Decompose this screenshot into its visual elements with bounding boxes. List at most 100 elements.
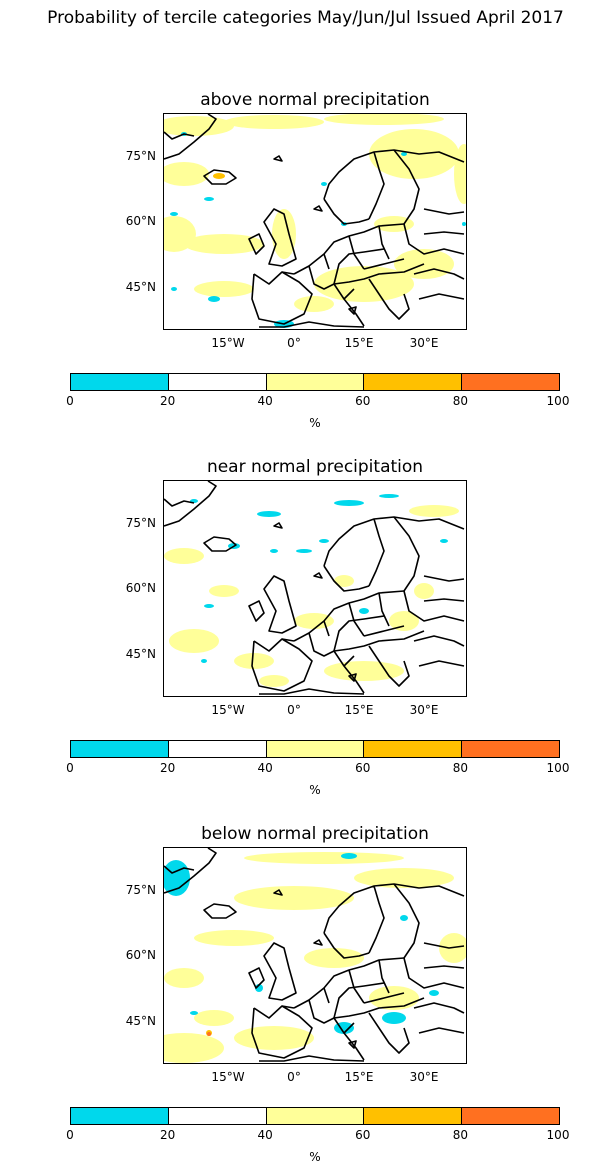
probability-patch — [164, 162, 209, 186]
colorbar-segment — [462, 1108, 559, 1124]
probability-patch — [201, 659, 207, 663]
panel-title: above normal precipitation — [200, 90, 430, 110]
colorbar — [70, 373, 560, 391]
coastline-border — [393, 883, 420, 959]
lat-tick-label: 75°N — [125, 149, 156, 163]
colorbar-tick-label: 40 — [257, 761, 273, 775]
coastline-border — [393, 149, 420, 225]
coastline-border — [313, 205, 323, 212]
colorbar-segment — [266, 1108, 365, 1124]
probability-patch — [359, 608, 369, 614]
lon-tick-label: 15°W — [211, 336, 245, 350]
probability-patch — [184, 234, 264, 254]
probability-patch — [389, 611, 419, 631]
probability-patch — [296, 549, 312, 553]
colorbar-segment — [364, 374, 463, 390]
coastline-border — [164, 848, 217, 894]
lat-tick-label: 45°N — [125, 647, 156, 661]
probability-patch — [379, 494, 399, 498]
colorbar-segment — [71, 374, 169, 390]
colorbar — [70, 1107, 560, 1125]
colorbar-label: % — [309, 783, 321, 797]
probability-patch — [207, 1032, 211, 1036]
colorbar-segment — [364, 1108, 463, 1124]
coastline-border — [203, 903, 237, 919]
coastline-border — [323, 149, 465, 220]
coastline-border — [393, 516, 420, 592]
colorbar-tick-label: 100 — [546, 1128, 570, 1142]
probability-patch — [414, 583, 434, 599]
coastline-border — [259, 1055, 365, 1062]
lon-tick-label: 30°E — [409, 336, 439, 350]
coastline-border — [423, 942, 465, 969]
coastline-border — [251, 271, 313, 325]
lon-tick-label: 15°W — [211, 1070, 245, 1084]
probability-patch — [304, 948, 364, 968]
probability-patch — [400, 915, 408, 921]
colorbar-segment — [71, 1108, 169, 1124]
coastline-border — [164, 131, 195, 140]
probability-patch — [244, 852, 404, 864]
probability-patch — [213, 173, 225, 179]
probability-patch — [204, 197, 214, 201]
colorbar-tick-label: 80 — [452, 394, 469, 408]
lon-tick-label: 0° — [287, 336, 301, 350]
probability-patch — [462, 222, 466, 226]
colorbar-tick-label: 80 — [452, 1128, 469, 1142]
probability-patch — [334, 575, 354, 587]
colorbar-tick-label: 60 — [355, 761, 371, 775]
coastline-border — [368, 278, 410, 320]
probability-patch — [234, 886, 354, 910]
colorbar-tick-label: 100 — [546, 394, 570, 408]
lat-tick-label: 45°N — [125, 280, 156, 294]
colorbar-tick-label: 0 — [66, 761, 74, 775]
coastline-border — [253, 1005, 295, 1019]
colorbar-tick-label: 100 — [546, 761, 570, 775]
probability-patch — [164, 968, 204, 988]
probability-patch — [234, 1026, 314, 1050]
colorbar-tick-label: 80 — [452, 761, 469, 775]
probability-patch — [209, 585, 239, 597]
coastline-border — [413, 1002, 465, 1034]
colorbar-segment — [266, 741, 365, 757]
lon-tick-label: 30°E — [409, 1070, 439, 1084]
probability-patch — [190, 1011, 198, 1015]
colorbar-segment — [168, 741, 267, 757]
colorbar-tick-label: 40 — [257, 1128, 273, 1142]
coastline-border — [253, 271, 295, 285]
colorbar-tick-label: 60 — [355, 1128, 371, 1142]
colorbar-tick-label: 20 — [159, 1128, 176, 1142]
coastline-border — [308, 263, 425, 290]
coastline-border — [413, 635, 465, 667]
coastline-border — [333, 283, 365, 327]
probability-patch — [234, 653, 274, 669]
colorbar-label: % — [309, 1150, 321, 1164]
coastline-border — [273, 889, 283, 896]
coastline-border — [293, 957, 405, 1009]
probability-patch — [401, 152, 407, 156]
probability-patch — [409, 505, 459, 517]
coastline-border — [413, 268, 465, 300]
coastline-border — [308, 997, 425, 1024]
panel-title: below normal precipitation — [201, 824, 429, 844]
map-above-normal — [163, 113, 467, 330]
lon-tick-label: 30°E — [409, 703, 439, 717]
coastline-border — [423, 575, 465, 602]
figure-title: Probability of tercile categories May/Ju… — [47, 8, 564, 28]
coastline-border — [368, 645, 410, 687]
coastline-border — [323, 565, 370, 592]
coastline-border — [164, 114, 217, 160]
probability-patch — [272, 209, 296, 259]
probability-patch — [314, 266, 414, 302]
probability-patch — [324, 114, 444, 125]
map-near-normal — [163, 480, 467, 697]
coastline-border — [368, 1012, 410, 1054]
probability-patch — [334, 500, 364, 506]
lat-tick-label: 75°N — [125, 883, 156, 897]
probability-patch — [194, 1010, 234, 1026]
colorbar-tick-label: 0 — [66, 394, 74, 408]
coastline-border — [164, 498, 195, 507]
coastline-border — [203, 169, 237, 185]
colorbar-tick-label: 0 — [66, 1128, 74, 1142]
coastline-border — [259, 688, 365, 695]
